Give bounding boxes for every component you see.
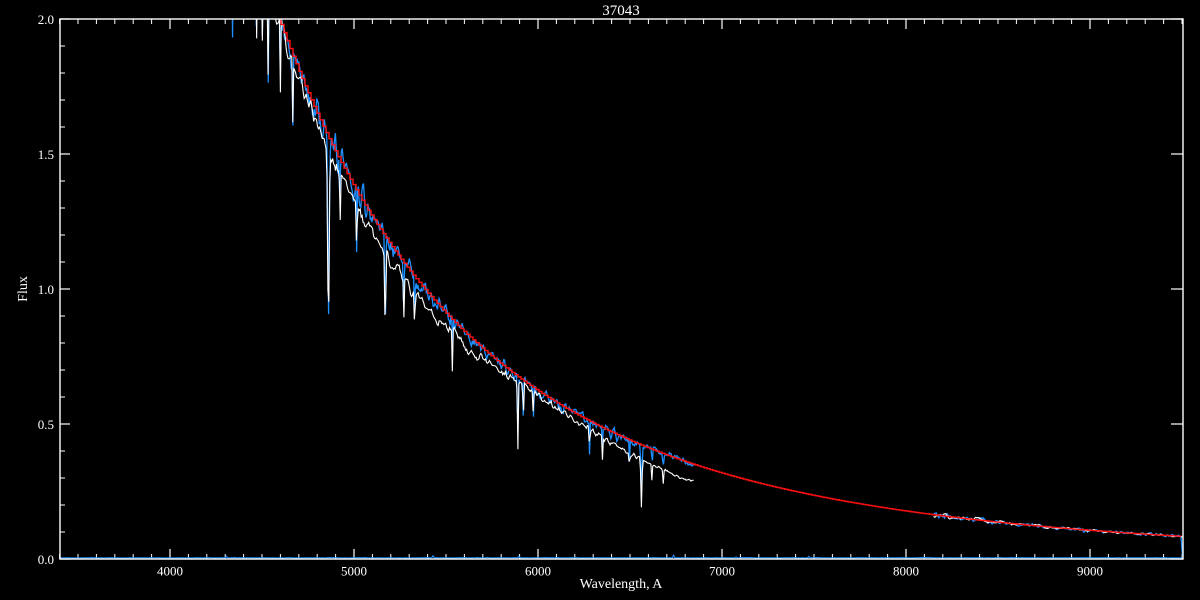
svg-text:0.5: 0.5 bbox=[38, 417, 54, 432]
svg-text:9000: 9000 bbox=[1077, 564, 1103, 579]
svg-text:Wavelength, A: Wavelength, A bbox=[580, 577, 664, 592]
svg-text:0.0: 0.0 bbox=[38, 552, 54, 567]
svg-text:1.0: 1.0 bbox=[38, 282, 54, 297]
svg-text:2.0: 2.0 bbox=[38, 12, 54, 27]
svg-text:5000: 5000 bbox=[341, 564, 367, 579]
svg-text:7000: 7000 bbox=[709, 564, 735, 579]
svg-text:Flux: Flux bbox=[16, 276, 31, 302]
svg-text:4000: 4000 bbox=[157, 564, 183, 579]
svg-text:8000: 8000 bbox=[893, 564, 919, 579]
svg-text:37043: 37043 bbox=[602, 3, 640, 19]
svg-text:1.5: 1.5 bbox=[38, 147, 54, 162]
svg-text:6000: 6000 bbox=[525, 564, 551, 579]
